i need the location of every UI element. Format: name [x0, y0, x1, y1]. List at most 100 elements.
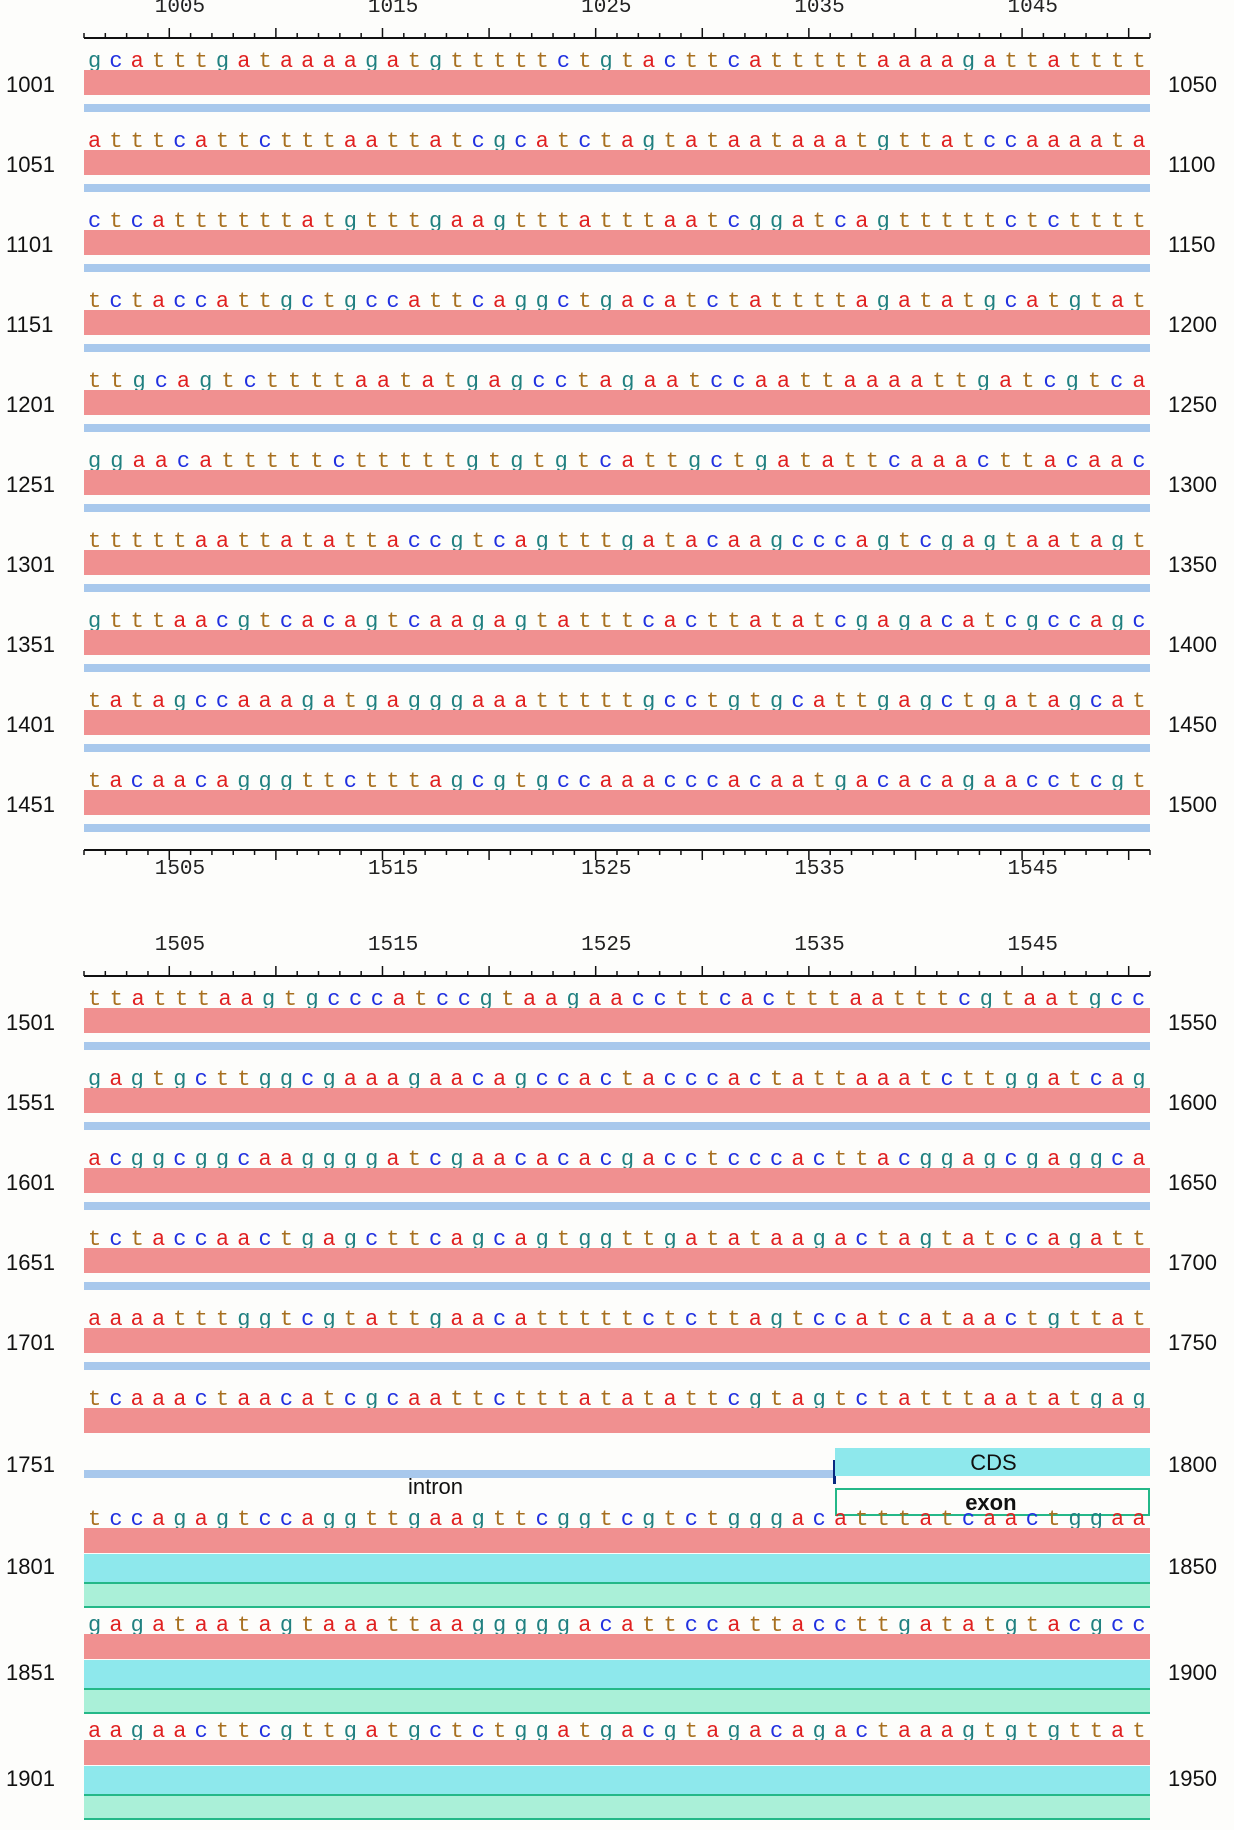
sequence-track	[84, 710, 1150, 735]
base-c: c	[109, 1227, 123, 1252]
base-g: g	[450, 529, 464, 554]
base-t: t	[999, 449, 1013, 474]
base-a: a	[578, 1613, 592, 1638]
base-t: t	[576, 449, 591, 474]
bottom-ruler-1	[83, 849, 1151, 860]
base-a: a	[151, 1507, 166, 1532]
base-a: a	[109, 769, 123, 794]
base-g: g	[279, 289, 294, 314]
base-t: t	[855, 129, 869, 154]
base-t: t	[1089, 49, 1103, 74]
base-a: a	[791, 1719, 805, 1744]
base-a: a	[578, 1067, 592, 1092]
base-g: g	[343, 209, 357, 234]
base-a: a	[642, 769, 656, 794]
base-a: a	[1111, 289, 1125, 314]
base-a: a	[429, 1067, 443, 1092]
base-t: t	[265, 369, 279, 394]
base-a: a	[833, 1227, 848, 1252]
base-a: a	[983, 1307, 997, 1332]
base-t: t	[620, 1067, 635, 1092]
base-t: t	[642, 1613, 656, 1638]
base-a: a	[471, 1307, 485, 1332]
base-t: t	[578, 529, 592, 554]
base-c: c	[812, 1613, 826, 1638]
base-a: a	[386, 1067, 400, 1092]
base-t: t	[556, 1227, 571, 1252]
base-a: a	[88, 129, 102, 154]
base-a: a	[599, 369, 613, 394]
base-t: t	[322, 1387, 336, 1412]
base-t: t	[173, 49, 187, 74]
base-a: a	[770, 769, 784, 794]
base-t: t	[556, 529, 571, 554]
base-g: g	[305, 987, 319, 1012]
base-t: t	[620, 1227, 635, 1252]
base-a: a	[776, 449, 791, 474]
base-a: a	[215, 1227, 230, 1252]
base-g: g	[301, 1147, 315, 1172]
base-t: t	[805, 987, 819, 1012]
base-g: g	[1132, 1387, 1146, 1412]
base-a: a	[514, 689, 528, 714]
base-g: g	[88, 449, 102, 474]
base-c: c	[812, 529, 826, 554]
base-t: t	[599, 609, 613, 634]
base-a: a	[643, 369, 657, 394]
base-t: t	[642, 1227, 656, 1252]
base-c: c	[258, 1507, 272, 1532]
base-t: t	[1068, 209, 1082, 234]
base-t: t	[727, 1307, 741, 1332]
row-end-number: 1900	[1168, 1660, 1217, 1685]
base-t: t	[386, 1307, 400, 1332]
base-c: c	[1065, 449, 1079, 474]
exon-label: exon	[965, 1490, 1017, 1515]
base-a: a	[684, 529, 698, 554]
base-t: t	[855, 689, 869, 714]
base-t: t	[279, 1227, 294, 1252]
base-a: a	[1087, 449, 1102, 474]
base-a: a	[1047, 1387, 1061, 1412]
base-a: a	[471, 209, 485, 234]
base-t: t	[556, 1387, 571, 1412]
base-t: t	[983, 1719, 997, 1744]
base-t: t	[833, 1067, 848, 1092]
base-a: a	[961, 609, 976, 634]
base-t: t	[279, 129, 294, 154]
base-g: g	[876, 209, 890, 234]
base-t: t	[514, 1387, 528, 1412]
base-c: c	[653, 987, 667, 1012]
base-a: a	[871, 987, 885, 1012]
base-c: c	[301, 1067, 315, 1092]
base-g: g	[110, 449, 124, 474]
base-t: t	[940, 1227, 954, 1252]
base-t: t	[130, 689, 144, 714]
base-t: t	[821, 369, 835, 394]
base-a: a	[919, 49, 933, 74]
row-start-number: 1901	[6, 1766, 55, 1791]
base-t: t	[961, 1067, 976, 1092]
base-t: t	[706, 1387, 720, 1412]
base-c: c	[1025, 1507, 1039, 1532]
base-t: t	[643, 449, 657, 474]
base-c: c	[109, 49, 123, 74]
base-c: c	[897, 1307, 912, 1332]
base-c: c	[322, 609, 336, 634]
row-start-number: 1801	[6, 1554, 55, 1579]
base-a: a	[492, 1147, 507, 1172]
base-a: a	[386, 1147, 400, 1172]
base-a: a	[791, 1147, 805, 1172]
base-g: g	[173, 1067, 187, 1092]
base-t: t	[727, 289, 741, 314]
base-t: t	[663, 1613, 677, 1638]
base-a: a	[450, 209, 464, 234]
feature-line	[84, 1122, 1150, 1130]
base-a: a	[1110, 449, 1124, 474]
base-a: a	[865, 369, 879, 394]
base-c: c	[279, 1387, 294, 1412]
ruler-tick-label: 1545	[1007, 858, 1058, 881]
base-t: t	[663, 1507, 677, 1532]
base-g: g	[322, 1507, 336, 1532]
base-a: a	[343, 49, 357, 74]
